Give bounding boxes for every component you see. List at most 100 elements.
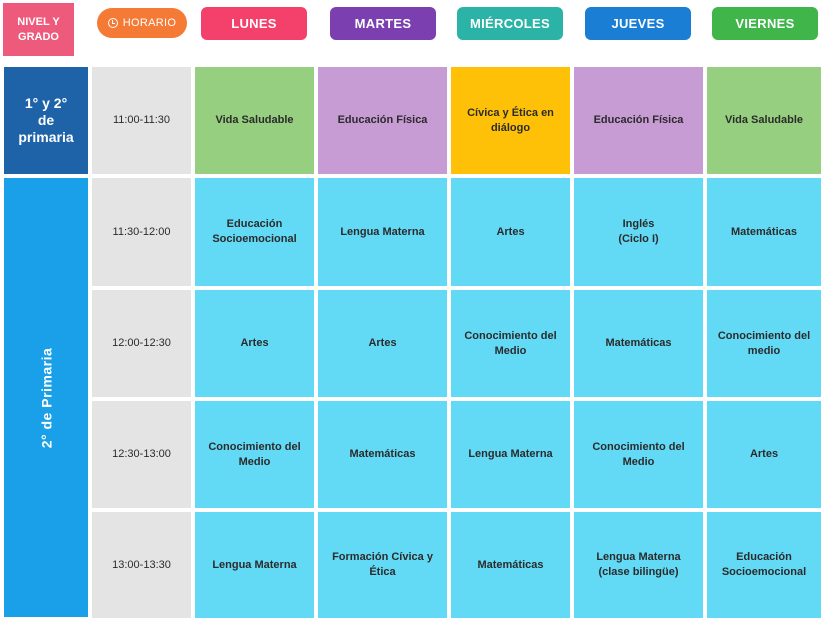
subject-cell: Conocimiento del Medio: [195, 401, 314, 508]
day-header-martes: MARTES: [330, 7, 436, 40]
subject-cell: Artes: [451, 178, 570, 286]
subject-text: Matemáticas: [731, 225, 797, 240]
subject-cell: Lengua Materna: [451, 401, 570, 508]
subject-text: Lengua Materna: [340, 225, 424, 240]
subject-line1: Lengua Materna: [212, 558, 297, 571]
subject-cell: Formación Cívica y Ética: [318, 512, 447, 618]
subject-text: Educación Socioemocional: [722, 550, 806, 580]
subject-text: Matemáticas: [605, 336, 671, 351]
day-header-viernes: VIERNES: [712, 7, 818, 40]
time-slot: 13:00-13:30: [92, 512, 191, 618]
subject-text: Conocimiento del Medio: [464, 329, 556, 359]
subject-cell: Educación Socioemocional: [707, 512, 821, 618]
subject-cell: Educación Física: [318, 67, 447, 174]
subject-text: Vida Saludable: [725, 113, 803, 128]
subject-cell: Matemáticas: [574, 290, 703, 397]
day-header-jueves: JUEVES: [585, 7, 691, 40]
grade-group-label: 2° de Primaria: [38, 347, 55, 448]
subject-cell: Matemáticas: [707, 178, 821, 286]
day-label: JUEVES: [611, 16, 665, 31]
subject-text: Matemáticas: [477, 558, 543, 573]
subject-text: Educación Física: [338, 113, 428, 128]
time-slot: 12:30-13:00: [92, 401, 191, 508]
subject-line2: Socioemocional: [721, 566, 807, 578]
subject-line1: Conocimiento del: [592, 440, 685, 453]
subject-cell: Artes: [318, 290, 447, 397]
nivel-grado-line1: NIVEL Y: [17, 15, 60, 28]
subject-line1: Conocimiento del: [464, 329, 557, 342]
subject-text: Artes: [750, 447, 778, 462]
subject-text: Lengua Materna: [468, 447, 552, 462]
subject-line1: Formación Cívica y: [332, 551, 433, 563]
subject-line1: Lengua Materna: [596, 551, 681, 563]
subject-line1: Artes: [368, 337, 397, 349]
subject-line2: Medio: [622, 455, 655, 468]
subject-cell: Inglés (Ciclo I): [574, 178, 703, 286]
subject-cell: Educación Socioemocional: [195, 178, 314, 286]
nivel-grado-header: NIVEL Y GRADO: [3, 3, 74, 56]
subject-cell: Matemáticas: [451, 512, 570, 618]
subject-text: Vida Saludable: [215, 113, 293, 128]
subject-text: Lengua Materna (clase bilingüe): [596, 550, 680, 580]
grade-group-line2: de: [37, 112, 55, 128]
subject-line1: Cívica y Ética en: [467, 106, 554, 119]
time-slot: 11:30-12:00: [92, 178, 191, 286]
clock-icon: [107, 18, 118, 28]
grade-group-line1: 1° y 2°: [24, 95, 68, 111]
subject-line2: diálogo: [490, 121, 531, 134]
day-label: MARTES: [354, 16, 412, 31]
subject-line2: Ética: [369, 566, 396, 578]
horario-header: HORARIO: [97, 8, 187, 38]
subject-line1: Matemáticas: [730, 225, 798, 238]
subject-text: Artes: [368, 336, 396, 351]
subject-line1: Matemáticas: [477, 558, 544, 571]
time-slot: 12:00-12:30: [92, 290, 191, 397]
subject-text: Artes: [496, 225, 524, 240]
subject-text: Conocimiento del Medio: [592, 440, 684, 470]
subject-text: Lengua Materna: [212, 558, 296, 573]
subject-cell: Artes: [707, 401, 821, 508]
subject-line1: Lengua Materna: [468, 448, 553, 460]
subject-cell: Conocimiento del Medio: [451, 290, 570, 397]
subject-line1: Conocimiento del: [208, 440, 301, 453]
time-slot: 11:00-11:30: [92, 67, 191, 174]
subject-cell: Matemáticas: [318, 401, 447, 508]
subject-line1: Vida Saludable: [724, 114, 804, 126]
subject-cell: Cívica y Ética en diálogo: [451, 67, 570, 174]
grade-group-line3: primaria: [18, 129, 74, 145]
grade-group-2-primaria: 2° de Primaria: [4, 178, 88, 617]
subject-line1: Educación: [226, 218, 283, 230]
subject-cell: Lengua Materna (clase bilingüe): [574, 512, 703, 618]
subject-cell: Lengua Materna: [195, 512, 314, 618]
subject-cell: Lengua Materna: [318, 178, 447, 286]
subject-cell: Conocimiento del medio: [707, 290, 821, 397]
subject-line1: Matemáticas: [349, 448, 416, 460]
subject-cell: Artes: [195, 290, 314, 397]
subject-line1: Educación Física: [337, 114, 428, 126]
subject-line2: Medio: [238, 455, 271, 468]
nivel-grado-line2: GRADO: [18, 30, 59, 43]
subject-line1: Conocimiento del: [717, 329, 811, 342]
subject-text: Formación Cívica y Ética: [332, 550, 433, 580]
subject-line1: Educación Física: [593, 114, 684, 126]
subject-text: Matemáticas: [349, 447, 415, 462]
subject-text: Educación Socioemocional: [212, 217, 296, 247]
subject-line1: Matemáticas: [605, 337, 672, 349]
subject-cell: Vida Saludable: [195, 67, 314, 174]
subject-text: Conocimiento del medio: [718, 329, 810, 359]
subject-cell: Vida Saludable: [707, 67, 821, 174]
subject-line2: medio: [747, 344, 781, 357]
day-label: VIERNES: [735, 16, 795, 31]
subject-cell: Conocimiento del Medio: [574, 401, 703, 508]
subject-text: Inglés (Ciclo I): [618, 217, 658, 247]
subject-line1: Vida Saludable: [215, 114, 294, 126]
day-label: MIÉRCOLES: [470, 16, 550, 31]
day-header-miercoles: MIÉRCOLES: [457, 7, 563, 40]
subject-line1: Artes: [496, 225, 525, 238]
subject-text: Conocimiento del Medio: [208, 440, 300, 470]
grade-group-1-2-primaria: 1° y 2° de primaria: [4, 67, 88, 174]
subject-line2: Medio: [494, 344, 527, 357]
subject-text: Artes: [240, 336, 268, 351]
horario-label: HORARIO: [122, 17, 177, 29]
subject-text: Educación Física: [594, 113, 684, 128]
